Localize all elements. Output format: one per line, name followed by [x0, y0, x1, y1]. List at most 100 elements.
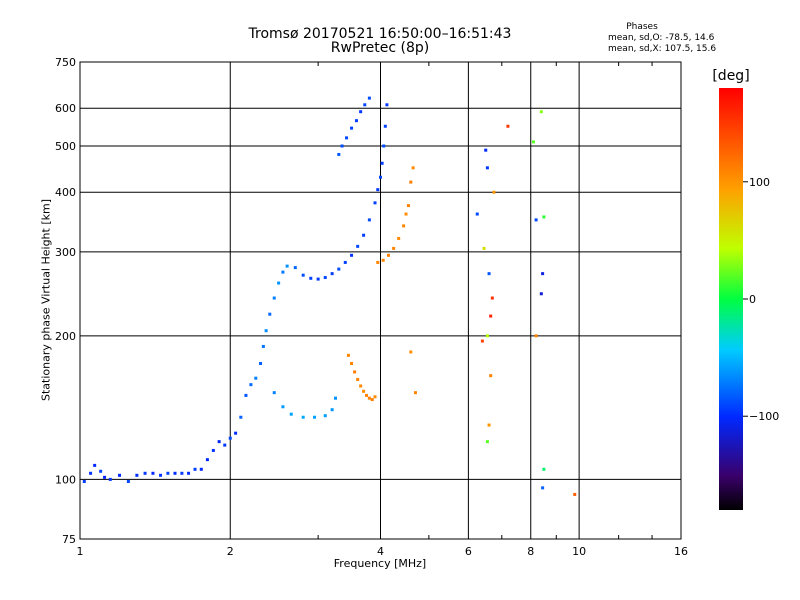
data-point	[340, 144, 344, 148]
data-point	[151, 471, 155, 475]
data-point	[380, 161, 384, 165]
x-tick-label: 16	[674, 545, 688, 558]
data-point	[354, 119, 358, 123]
data-point	[487, 272, 491, 276]
data-point	[485, 440, 489, 444]
data-point	[367, 96, 371, 100]
phases-title: Phases	[626, 22, 658, 32]
x-axis-label: Frequency [MHz]	[333, 557, 427, 570]
data-point	[135, 473, 139, 477]
data-point	[413, 391, 417, 395]
data-point	[254, 376, 258, 380]
data-point	[406, 204, 410, 208]
data-point	[492, 190, 496, 194]
data-point	[187, 471, 191, 475]
data-point	[228, 436, 232, 440]
data-point	[386, 253, 390, 257]
data-point	[293, 266, 297, 270]
data-point	[316, 277, 320, 281]
data-point	[345, 136, 349, 140]
data-point	[89, 471, 93, 475]
chart-subtitle: RwPretec (8p)	[330, 40, 430, 56]
data-point	[143, 471, 147, 475]
data-point	[350, 126, 354, 130]
y-tick-label: 75	[62, 533, 76, 546]
data-point	[365, 393, 369, 397]
data-point	[381, 258, 385, 262]
data-point	[223, 443, 227, 447]
y-tick-label: 600	[55, 102, 76, 115]
y-tick-label: 400	[55, 186, 76, 199]
data-point	[382, 144, 386, 148]
data-point	[333, 396, 337, 400]
data-point	[542, 215, 546, 219]
data-point	[159, 473, 163, 477]
data-point	[367, 396, 371, 400]
data-point	[356, 377, 360, 381]
plot-frame	[79, 61, 682, 540]
data-point	[362, 233, 366, 237]
data-point	[373, 201, 377, 205]
data-point	[363, 103, 367, 107]
data-point	[118, 473, 122, 477]
data-point	[330, 408, 334, 412]
data-point	[261, 344, 265, 348]
data-point	[346, 353, 350, 357]
phases-o-mode: mean, sd,O: -78.5, 14.6	[608, 33, 715, 43]
colorbar	[719, 88, 743, 510]
data-point	[541, 486, 545, 490]
data-point	[350, 361, 354, 365]
data-point	[373, 395, 377, 399]
data-point	[376, 188, 380, 192]
x-tick-label: 6	[465, 545, 472, 558]
data-point	[323, 276, 327, 280]
y-tick-label: 300	[55, 246, 76, 259]
data-point	[281, 405, 285, 409]
data-point	[93, 463, 97, 467]
colorbar-tick-label: 0	[749, 293, 756, 306]
data-point	[573, 492, 577, 496]
data-point	[272, 296, 276, 300]
data-point	[489, 374, 493, 378]
data-point	[330, 272, 334, 276]
data-point	[82, 479, 86, 483]
data-point	[541, 272, 545, 276]
data-point	[484, 148, 488, 152]
data-point	[359, 110, 363, 114]
x-tick-label: 10	[572, 545, 586, 558]
data-point	[99, 469, 103, 473]
data-point	[323, 414, 327, 418]
x-tick-label: 8	[527, 545, 534, 558]
colorbar-tick-label: −100	[749, 410, 779, 423]
data-point	[392, 246, 396, 250]
data-point	[277, 281, 281, 285]
data-point	[272, 391, 276, 395]
data-point	[490, 296, 494, 300]
data-point	[244, 393, 248, 397]
y-tick-label: 100	[55, 473, 76, 486]
data-point	[301, 273, 305, 277]
y-tick-label: 200	[55, 330, 76, 343]
y-tick-label: 750	[55, 56, 76, 69]
data-point	[205, 458, 209, 462]
data-point	[337, 267, 341, 271]
data-point	[285, 264, 289, 268]
data-point	[383, 124, 387, 128]
phases-x-mode: mean, sd,X: 107.5, 15.6	[608, 44, 717, 54]
data-point	[359, 384, 363, 388]
data-point	[312, 415, 316, 419]
data-point	[506, 124, 510, 128]
data-point	[539, 292, 543, 296]
data-point	[485, 334, 489, 338]
data-point	[534, 334, 538, 338]
data-point	[402, 224, 406, 228]
data-point	[362, 389, 366, 393]
data-point	[211, 448, 215, 452]
data-point	[487, 423, 491, 427]
data-point	[108, 477, 112, 481]
data-point	[301, 415, 305, 419]
data-points	[82, 96, 577, 496]
chart-title: Tromsø 20170521 16:50:00–16:51:43	[248, 26, 512, 42]
data-point	[126, 479, 130, 483]
colorbar-ticks: −100 0 100	[743, 176, 779, 423]
